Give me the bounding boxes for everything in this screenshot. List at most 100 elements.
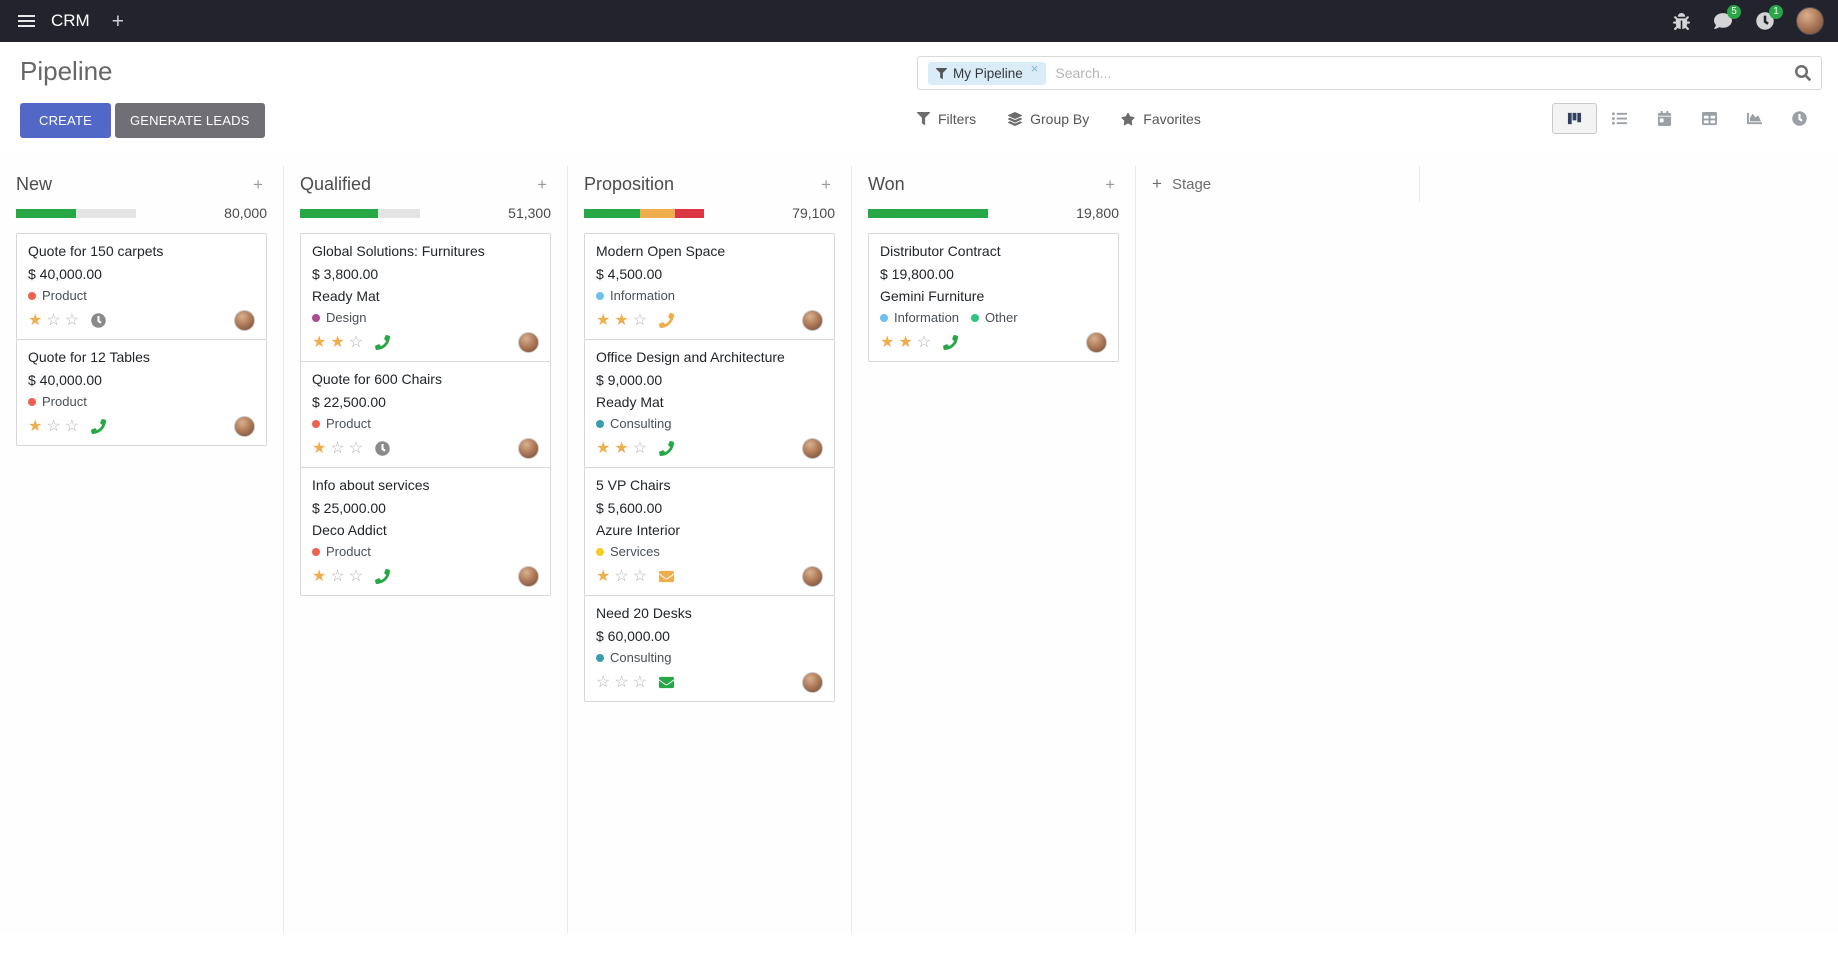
envelope-icon[interactable] bbox=[659, 675, 675, 690]
user-avatar[interactable] bbox=[1796, 7, 1824, 35]
debug-bug-icon[interactable] bbox=[1673, 12, 1690, 30]
apps-menu-icon[interactable] bbox=[14, 9, 39, 33]
kanban-card[interactable]: Quote for 12 Tables $ 40,000.00 Product … bbox=[16, 339, 267, 446]
create-button[interactable]: CREATE bbox=[20, 103, 111, 138]
column-title[interactable]: Qualified bbox=[300, 173, 372, 194]
column-title[interactable]: Won bbox=[868, 173, 905, 194]
star-empty-icon[interactable]: ☆ bbox=[632, 567, 648, 585]
search-icon[interactable] bbox=[1795, 65, 1811, 81]
progress-segment[interactable] bbox=[16, 208, 76, 218]
view-pivot-button[interactable] bbox=[1687, 103, 1732, 134]
star-empty-icon[interactable]: ☆ bbox=[632, 439, 648, 457]
star-filled-icon[interactable]: ★ bbox=[898, 333, 913, 351]
view-activity-button[interactable] bbox=[1777, 103, 1822, 134]
star-empty-icon[interactable]: ☆ bbox=[64, 417, 80, 435]
app-name[interactable]: CRM bbox=[51, 11, 90, 30]
star-empty-icon[interactable]: ☆ bbox=[46, 311, 61, 329]
star-empty-icon[interactable]: ☆ bbox=[348, 567, 364, 585]
star-empty-icon[interactable]: ☆ bbox=[46, 417, 61, 435]
kanban-card[interactable]: Distributor Contract $ 19,800.00 Gemini … bbox=[868, 233, 1119, 362]
phone-icon[interactable] bbox=[91, 419, 107, 434]
add-stage-button[interactable]: + Stage bbox=[1136, 166, 1420, 202]
group-by-button[interactable]: Group By bbox=[1008, 111, 1089, 127]
star-filled-icon[interactable]: ★ bbox=[614, 439, 629, 457]
card-avatar[interactable] bbox=[802, 310, 823, 331]
progress-segment[interactable] bbox=[300, 208, 378, 218]
card-avatar[interactable] bbox=[802, 672, 823, 693]
column-quick-create-icon[interactable]: + bbox=[249, 174, 267, 195]
clock-icon[interactable] bbox=[91, 313, 106, 328]
phone-icon[interactable] bbox=[659, 441, 675, 456]
column-quick-create-icon[interactable]: + bbox=[1101, 174, 1119, 195]
kanban-card[interactable]: 5 VP Chairs $ 5,600.00 Azure Interior Se… bbox=[584, 467, 835, 596]
star-filled-icon[interactable]: ★ bbox=[330, 333, 345, 351]
progress-segment[interactable] bbox=[675, 208, 704, 218]
progress-segment[interactable] bbox=[868, 208, 988, 218]
star-empty-icon[interactable]: ☆ bbox=[614, 567, 629, 585]
activities-icon[interactable]: 1 bbox=[1756, 5, 1783, 30]
progress-segment[interactable] bbox=[378, 208, 420, 218]
column-title[interactable]: Proposition bbox=[584, 173, 675, 194]
kanban-card[interactable]: Info about services $ 25,000.00 Deco Add… bbox=[300, 467, 551, 596]
star-empty-icon[interactable]: ☆ bbox=[596, 673, 611, 691]
phone-icon[interactable] bbox=[375, 335, 391, 350]
star-empty-icon[interactable]: ☆ bbox=[614, 673, 629, 691]
star-empty-icon[interactable]: ☆ bbox=[632, 311, 648, 329]
view-graph-button[interactable] bbox=[1732, 103, 1777, 134]
add-tab-icon[interactable]: + bbox=[106, 9, 130, 34]
search-input[interactable] bbox=[1046, 65, 1795, 81]
card-avatar[interactable] bbox=[802, 566, 823, 587]
facet-remove-icon[interactable]: × bbox=[1030, 60, 1039, 76]
card-avatar[interactable] bbox=[518, 566, 539, 587]
card-avatar[interactable] bbox=[234, 310, 255, 331]
star-filled-icon[interactable]: ★ bbox=[596, 567, 611, 585]
messages-icon[interactable]: 5 bbox=[1714, 5, 1741, 30]
generate-leads-button[interactable]: GENERATE LEADS bbox=[114, 103, 265, 138]
view-kanban-button[interactable] bbox=[1552, 103, 1597, 134]
star-empty-icon[interactable]: ☆ bbox=[916, 333, 932, 351]
star-empty-icon[interactable]: ☆ bbox=[330, 567, 345, 585]
star-empty-icon[interactable]: ☆ bbox=[64, 311, 80, 329]
favorites-button[interactable]: Favorites bbox=[1121, 111, 1201, 127]
progress-segment[interactable] bbox=[584, 208, 641, 218]
phone-icon[interactable] bbox=[943, 335, 959, 350]
view-calendar-button[interactable] bbox=[1642, 103, 1687, 134]
kanban-card[interactable]: Need 20 Desks $ 60,000.00 Consulting ☆ ☆ ☆ bbox=[584, 595, 835, 702]
star-filled-icon[interactable]: ★ bbox=[596, 311, 611, 329]
star-empty-icon[interactable]: ☆ bbox=[330, 439, 345, 457]
star-filled-icon[interactable]: ★ bbox=[312, 333, 327, 351]
star-empty-icon[interactable]: ☆ bbox=[632, 673, 648, 691]
star-filled-icon[interactable]: ★ bbox=[312, 439, 327, 457]
star-filled-icon[interactable]: ★ bbox=[28, 417, 43, 435]
star-filled-icon[interactable]: ★ bbox=[614, 311, 629, 329]
star-filled-icon[interactable]: ★ bbox=[28, 311, 43, 329]
view-list-button[interactable] bbox=[1597, 103, 1642, 134]
column-title[interactable]: New bbox=[16, 173, 53, 194]
card-avatar[interactable] bbox=[234, 416, 255, 437]
kanban-card[interactable]: Office Design and Architecture $ 9,000.0… bbox=[584, 339, 835, 468]
card-avatar[interactable] bbox=[518, 438, 539, 459]
star-filled-icon[interactable]: ★ bbox=[596, 439, 611, 457]
envelope-icon[interactable] bbox=[659, 569, 675, 584]
column-quick-create-icon[interactable]: + bbox=[817, 174, 835, 195]
phone-icon[interactable] bbox=[375, 569, 391, 584]
progress-segment[interactable] bbox=[76, 208, 136, 218]
progress-segment[interactable] bbox=[640, 208, 676, 218]
clock-icon[interactable] bbox=[375, 441, 390, 456]
kanban-card[interactable]: Quote for 600 Chairs $ 22,500.00 Product… bbox=[300, 361, 551, 468]
star-empty-icon[interactable]: ☆ bbox=[348, 439, 364, 457]
kanban-card[interactable]: Modern Open Space $ 4,500.00 Information… bbox=[584, 233, 835, 340]
star-empty-icon[interactable]: ☆ bbox=[348, 333, 364, 351]
card-avatar[interactable] bbox=[518, 332, 539, 353]
search-facet[interactable]: My Pipeline × bbox=[928, 60, 1047, 85]
phone-icon[interactable] bbox=[659, 313, 675, 328]
filters-button[interactable]: Filters bbox=[917, 111, 976, 127]
card-avatar[interactable] bbox=[1086, 332, 1107, 353]
kanban-card[interactable]: Quote for 150 carpets $ 40,000.00 Produc… bbox=[16, 233, 267, 340]
kanban-card[interactable]: Global Solutions: Furnitures $ 3,800.00 … bbox=[300, 233, 551, 362]
star-filled-icon[interactable]: ★ bbox=[312, 567, 327, 585]
card-avatar[interactable] bbox=[802, 438, 823, 459]
column-quick-create-icon[interactable]: + bbox=[533, 174, 551, 195]
star-filled-icon[interactable]: ★ bbox=[880, 333, 895, 351]
search-box[interactable]: My Pipeline × bbox=[917, 56, 1822, 90]
